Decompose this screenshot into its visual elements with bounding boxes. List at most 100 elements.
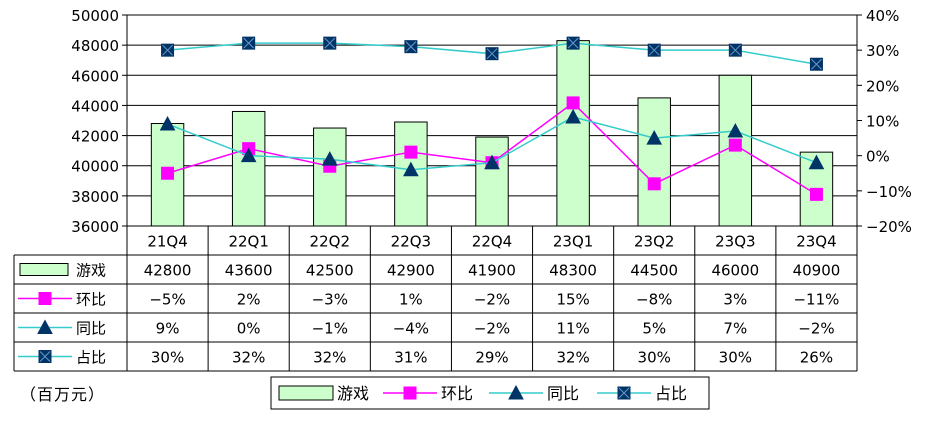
table-cell-环比-23Q4: −11% — [793, 291, 839, 309]
category-label-22Q1: 22Q1 — [228, 233, 268, 251]
table-cell-环比-21Q4: −5% — [149, 291, 185, 309]
plot-area: 36000 38000 40000 42000 44000 46000 48000 50000… — [71, 7, 912, 236]
legend-label-环比: 环比 — [441, 384, 473, 403]
bar-22Q2 — [313, 127, 347, 227]
table-cell-环比-22Q4: −2% — [474, 291, 510, 309]
table-cell-游戏-23Q1: 48300 — [549, 262, 597, 280]
data-table: 21Q4 22Q1 22Q2 22Q3 22Q4 23Q1 23Q2 23Q3 23Q4 游戏 42… — [13, 225, 858, 372]
right-tick-label: 10% — [866, 113, 899, 131]
legend: 游戏 环比 同比 占比 — [270, 376, 710, 410]
table-cell-游戏-23Q2: 44500 — [630, 262, 678, 280]
marker-占比-22Q4 — [485, 47, 499, 61]
marker-占比-22Q1 — [242, 36, 256, 50]
marker-占比-22Q2 — [323, 36, 337, 50]
table-cell-同比-23Q2: 5% — [642, 320, 666, 338]
table-cell-环比-23Q1: 15% — [556, 291, 589, 309]
table-cell-同比-22Q2: −1% — [312, 320, 348, 338]
marker-同比-23Q1 — [565, 108, 581, 124]
right-tick-label: 20% — [866, 77, 899, 95]
table-cell-游戏-22Q3: 42900 — [387, 262, 435, 280]
bar-23Q1 — [556, 40, 590, 227]
category-label-23Q4: 23Q4 — [796, 233, 836, 251]
table-cell-环比-23Q2: −8% — [636, 291, 672, 309]
marker-环比-23Q1 — [566, 96, 580, 110]
category-label-22Q4: 22Q4 — [472, 233, 512, 251]
legend-key-marker-同比 — [508, 384, 524, 400]
table-cell-同比-22Q1: 0% — [237, 320, 261, 338]
left-tick-label: 36000 — [71, 218, 119, 236]
marker-环比-23Q4 — [809, 187, 823, 201]
table-cell-环比-22Q2: −3% — [312, 291, 348, 309]
marker-占比-22Q3 — [404, 40, 418, 54]
table-cell-占比-23Q3: 30% — [719, 349, 752, 367]
marker-同比-21Q4 — [159, 115, 176, 131]
table-cell-游戏-23Q3: 46000 — [711, 262, 759, 280]
right-tick-label: 0% — [866, 148, 890, 166]
table-cell-占比-23Q1: 32% — [556, 349, 589, 367]
category-label-22Q2: 22Q2 — [310, 233, 350, 251]
table-cell-同比-22Q3: −4% — [393, 320, 429, 338]
table-row-label-游戏: 游戏 — [76, 262, 106, 280]
marker-环比-21Q4 — [161, 166, 175, 180]
right-tick-label: 30% — [866, 42, 899, 60]
marker-占比-23Q4 — [809, 57, 823, 71]
category-label-22Q3: 22Q3 — [391, 233, 431, 251]
legend-key-marker-环比 — [403, 386, 417, 400]
marker-同比-22Q4 — [484, 154, 500, 170]
bar-22Q1 — [231, 110, 266, 227]
left-tick-label: 40000 — [71, 158, 119, 176]
table-cell-占比-21Q4: 30% — [151, 349, 184, 367]
category-label-23Q2: 23Q2 — [634, 233, 674, 251]
marker-占比-23Q3 — [728, 43, 742, 57]
table-key-marker-占比 — [38, 350, 52, 363]
marker-同比-23Q4 — [808, 154, 825, 170]
right-tick-label: 40% — [866, 7, 899, 25]
table-key-marker-同比 — [37, 319, 53, 334]
right-tick-label: −10% — [866, 183, 912, 201]
table-cell-环比-23Q3: 3% — [723, 291, 747, 309]
right-tick-label: −20% — [866, 218, 912, 236]
marker-占比-23Q2 — [647, 43, 661, 57]
left-tick-label: 48000 — [71, 37, 119, 55]
table-cell-同比-23Q1: 11% — [556, 320, 589, 338]
marker-占比-23Q1 — [566, 36, 580, 50]
table-cell-占比-22Q4: 29% — [475, 349, 508, 367]
unit-label: （百万元） — [20, 385, 106, 404]
category-label-23Q3: 23Q3 — [715, 233, 755, 251]
table-cell-同比-23Q4: −2% — [798, 320, 834, 338]
legend-label-占比: 占比 — [655, 384, 687, 403]
legend-key-marker-占比 — [617, 386, 631, 400]
marker-同比-23Q2 — [646, 130, 663, 145]
marker-环比-23Q2 — [647, 177, 661, 191]
bar-23Q2 — [637, 97, 671, 227]
table-cell-占比-23Q4: 26% — [800, 349, 833, 367]
table-cell-占比-22Q3: 31% — [394, 349, 427, 367]
table-cell-游戏-22Q1: 43600 — [225, 262, 273, 280]
marker-环比-23Q3 — [728, 138, 742, 152]
left-tick-label: 46000 — [71, 67, 119, 85]
table-cell-占比-22Q2: 32% — [313, 349, 346, 367]
marker-同比-22Q2 — [321, 151, 338, 166]
legend-label-同比: 同比 — [547, 384, 579, 403]
table-row-label-环比: 环比 — [76, 291, 106, 309]
table-key-游戏 — [19, 263, 69, 276]
left-tick-label: 38000 — [71, 188, 119, 206]
table-cell-游戏-22Q4: 41900 — [468, 262, 516, 280]
table-cell-游戏-21Q4: 42800 — [144, 262, 192, 280]
bar-22Q4 — [475, 136, 509, 227]
marker-同比-22Q3 — [403, 161, 419, 177]
table-row-label-占比: 占比 — [76, 349, 106, 367]
left-tick-label: 44000 — [71, 97, 119, 115]
table-cell-同比-22Q4: −2% — [474, 320, 510, 338]
table-key-marker-环比 — [38, 292, 52, 305]
table-cell-游戏-23Q4: 40900 — [793, 262, 841, 280]
legend-key-游戏 — [278, 385, 334, 401]
table-row-label-同比: 同比 — [76, 320, 106, 338]
table-cell-环比-22Q1: 2% — [237, 291, 261, 309]
marker-同比-22Q1 — [240, 147, 257, 163]
table-cell-同比-23Q3: 7% — [723, 320, 747, 338]
left-tick-label: 42000 — [71, 128, 119, 146]
left-tick-label: 50000 — [71, 7, 119, 25]
legend-label-游戏: 游戏 — [337, 384, 369, 403]
